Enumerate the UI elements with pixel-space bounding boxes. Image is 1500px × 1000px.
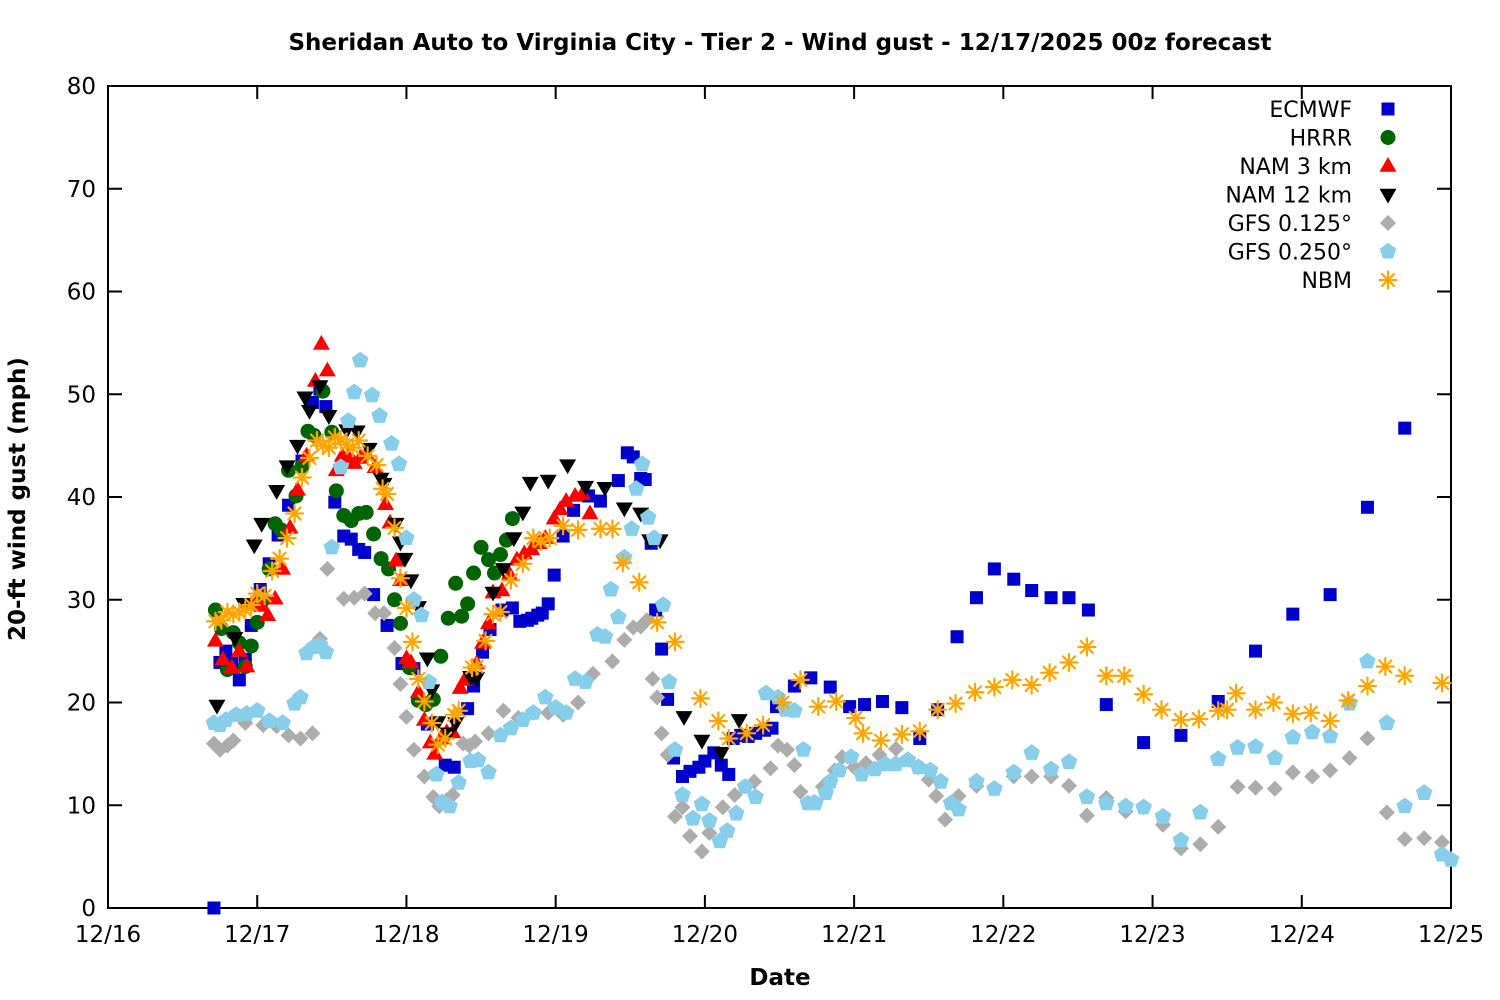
x-tick-label: 12/17 xyxy=(224,922,290,948)
x-tick-label: 12/23 xyxy=(1119,922,1185,948)
x-tick-label: 12/25 xyxy=(1418,922,1484,948)
legend-label: NAM 12 km xyxy=(1225,184,1352,209)
legend-label: GFS 0.250° xyxy=(1228,241,1352,266)
y-tick-label: 30 xyxy=(67,588,96,614)
series-gfs-0-250- xyxy=(205,351,1460,867)
y-tick-label: 20 xyxy=(67,691,96,717)
legend-label: ECMWF xyxy=(1269,98,1352,123)
legend-label: GFS 0.125° xyxy=(1228,212,1352,237)
legend-item-nbm: NBM xyxy=(1301,269,1398,294)
legend-label: HRRR xyxy=(1290,127,1352,152)
legend: ECMWF HRRR NAM 3 km NAM 12 km GFS 0.125° GFS … xyxy=(1225,98,1398,294)
y-axis-title: 20-ft wind gust (mph) xyxy=(5,357,31,641)
legend-item-hrrr: HRRR xyxy=(1290,127,1396,152)
y-tick-label: 50 xyxy=(67,382,96,408)
series-nbm xyxy=(205,427,1452,755)
x-tick-label: 12/19 xyxy=(523,922,589,948)
y-tick-label: 0 xyxy=(81,896,96,922)
x-tick-label: 12/18 xyxy=(373,922,439,948)
y-tick-label: 70 xyxy=(67,177,96,203)
x-tick-label: 12/20 xyxy=(672,922,738,948)
axes xyxy=(107,85,1452,909)
legend-item-gfs-0-125-: GFS 0.125° xyxy=(1228,212,1396,237)
x-tick-label: 12/24 xyxy=(1269,922,1335,948)
y-tick-label: 80 xyxy=(67,74,96,100)
legend-item-nam-12-km: NAM 12 km xyxy=(1225,184,1397,209)
legend-item-ecmwf: ECMWF xyxy=(1269,98,1395,123)
y-tick-label: 60 xyxy=(67,280,96,306)
x-tick-label: 12/16 xyxy=(75,922,141,948)
x-tick-label: 12/21 xyxy=(821,922,887,948)
x-tick-label: 12/22 xyxy=(970,922,1036,948)
chart-title: Sheridan Auto to Virginia City - Tier 2 … xyxy=(288,30,1272,56)
legend-item-gfs-0-250-: GFS 0.250° xyxy=(1228,241,1397,266)
legend-label: NBM xyxy=(1301,269,1352,294)
legend-item-nam-3-km: NAM 3 km xyxy=(1239,155,1397,180)
y-tick-label: 40 xyxy=(67,485,96,511)
legend-label: NAM 3 km xyxy=(1239,155,1352,180)
x-axis-title: Date xyxy=(749,965,811,991)
y-tick-label: 10 xyxy=(67,793,96,819)
